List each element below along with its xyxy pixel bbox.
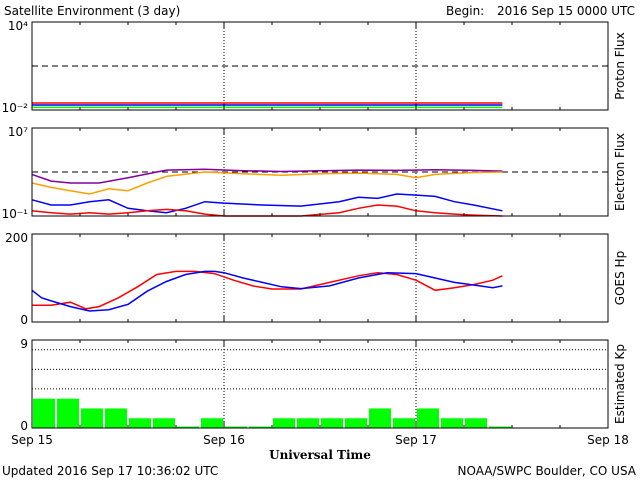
y-axis-label: Estimated Kp	[613, 344, 627, 424]
series-line-2	[31, 193, 503, 214]
y-tick-label-bottom: 10⁻¹	[2, 207, 29, 221]
x-tick-label-sep15: Sep 15	[11, 433, 53, 447]
series-line-3	[31, 204, 503, 217]
series-line-1	[31, 270, 503, 312]
begin-label: Begin:	[446, 4, 484, 18]
panel-1: 10⁷ 10⁻¹ Electron Flux	[2, 125, 627, 221]
kp-bar	[273, 418, 295, 428]
series-line-1	[31, 171, 503, 195]
y-tick-label-bottom: 0	[20, 419, 28, 433]
panel-frame	[31, 21, 609, 111]
kp-bar	[153, 418, 175, 428]
chart-title: Satellite Environment (3 day)	[4, 4, 180, 18]
kp-bar	[489, 426, 511, 428]
kp-bar	[249, 426, 271, 428]
updated-timestamp: Updated 2016 Sep 17 10:36:02 UTC	[2, 464, 218, 478]
y-tick-label-bottom: 0	[20, 313, 28, 327]
panel-3: 9 0 Estimated Kp	[20, 337, 627, 433]
y-tick-label-top: 10⁴	[8, 19, 28, 33]
panel-0: 10⁴ 10⁻² Proton Flux	[2, 19, 627, 115]
kp-bar	[297, 418, 319, 428]
y-tick-label-bottom: 10⁻²	[2, 101, 29, 115]
kp-bar	[177, 426, 199, 428]
kp-bar	[321, 418, 343, 428]
kp-bar	[345, 418, 367, 428]
kp-bar	[57, 398, 79, 428]
kp-bar	[441, 418, 463, 428]
y-tick-label-top: 10⁷	[8, 125, 28, 139]
kp-bar	[225, 426, 247, 428]
panel-frame	[31, 127, 609, 217]
kp-bar	[393, 418, 415, 428]
panel-frame	[31, 233, 609, 323]
kp-bar	[81, 408, 103, 428]
begin-value: 2016 Sep 15 0000 UTC	[497, 4, 635, 18]
kp-bar	[129, 418, 151, 428]
credit-text: NOAA/SWPC Boulder, CO USA	[458, 464, 637, 478]
y-tick-label-top: 200	[5, 231, 28, 245]
x-tick-label-sep17: Sep 17	[395, 433, 437, 447]
y-axis-label: Proton Flux	[613, 32, 627, 99]
kp-bar	[417, 408, 439, 428]
x-tick-label-sep18: Sep 18	[587, 433, 629, 447]
kp-bar	[33, 398, 55, 428]
kp-bar	[105, 408, 127, 428]
kp-bar	[465, 418, 487, 428]
x-axis-label: Universal Time	[269, 448, 371, 462]
x-tick-label-sep16: Sep 16	[203, 433, 245, 447]
series-line-0	[31, 168, 503, 184]
y-tick-label-top: 9	[20, 337, 28, 351]
series-line-0	[32, 270, 503, 310]
y-axis-label: GOES Hp	[613, 251, 627, 305]
kp-bar	[369, 408, 391, 428]
kp-bar	[201, 418, 223, 428]
panel-2: 200 0 GOES Hp	[5, 231, 627, 327]
y-axis-label: Electron Flux	[613, 133, 627, 211]
